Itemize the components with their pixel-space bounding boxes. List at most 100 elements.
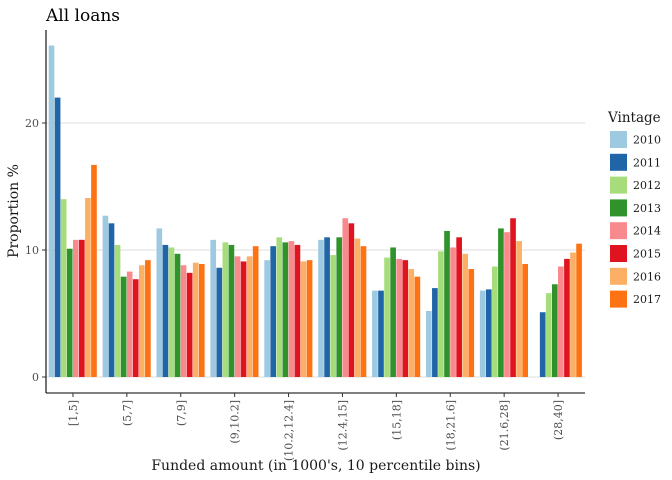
bar-2014-9 bbox=[504, 232, 510, 377]
y-axis-title: Proportion % bbox=[6, 164, 22, 258]
chart-title: All loans bbox=[45, 6, 120, 26]
bar-2012-8 bbox=[438, 251, 444, 377]
y-tick-label: 0 bbox=[32, 371, 39, 384]
bar-2014-1 bbox=[72, 239, 79, 377]
bar-2016-1 bbox=[85, 197, 91, 377]
legend-key-2013 bbox=[610, 199, 627, 217]
x-axis-title: Funded amount (in 1000's, 10 percentile … bbox=[151, 458, 480, 474]
bar-2017-8 bbox=[468, 269, 475, 377]
legend-key-2015 bbox=[610, 245, 627, 262]
bar-2015-10 bbox=[564, 258, 570, 377]
legend: Vintage 2010 2011 2012 2013 2014 2015 2016 2017 bbox=[607, 110, 661, 308]
bar-2010-3 bbox=[156, 228, 163, 377]
bar-2015-1 bbox=[79, 239, 85, 377]
bar-2013-4 bbox=[228, 244, 235, 377]
bar-2012-3 bbox=[168, 247, 175, 377]
bar-2014-2 bbox=[126, 271, 133, 377]
legend-key-2010 bbox=[610, 131, 627, 148]
bar-2015-7 bbox=[402, 260, 409, 377]
bar-2017-2 bbox=[145, 260, 151, 377]
x-tick-label: (9,10.2] bbox=[229, 400, 242, 444]
bar-2010-2 bbox=[102, 215, 109, 377]
y-tick-label: 20 bbox=[25, 117, 39, 130]
bar-2013-3 bbox=[174, 253, 181, 377]
bar-2010-6 bbox=[318, 239, 324, 377]
x-tick-label: (15,18] bbox=[390, 400, 403, 440]
legend-label-2013: 2013 bbox=[633, 202, 661, 215]
bar-2010-8 bbox=[426, 310, 432, 377]
bar-2010-4 bbox=[210, 239, 217, 377]
bar-2011-10 bbox=[539, 312, 546, 377]
bar-2011-8 bbox=[432, 288, 438, 377]
bar-2012-1 bbox=[60, 199, 67, 377]
legend-label-2015: 2015 bbox=[633, 248, 661, 261]
legend-key-2012 bbox=[610, 176, 627, 194]
bar-2015-4 bbox=[240, 261, 247, 377]
bar-2010-5 bbox=[264, 260, 270, 377]
bar-2015-3 bbox=[186, 272, 193, 377]
bar-2012-2 bbox=[114, 244, 121, 377]
legend-label-2014: 2014 bbox=[633, 225, 661, 238]
bar-2010-9 bbox=[479, 290, 486, 377]
bar-2017-10 bbox=[576, 243, 582, 377]
legend-label-2011: 2011 bbox=[633, 156, 661, 169]
bar-2013-7 bbox=[390, 247, 396, 377]
x-tick-label: (12.4,15] bbox=[336, 400, 349, 451]
bar-2014-3 bbox=[180, 265, 187, 377]
legend-key-2016 bbox=[610, 267, 627, 285]
bar-2014-7 bbox=[396, 258, 403, 377]
bar-2014-5 bbox=[288, 241, 295, 377]
bar-2013-2 bbox=[120, 276, 127, 377]
bar-2015-8 bbox=[456, 237, 462, 377]
bar-2011-3 bbox=[162, 244, 169, 377]
bar-2015-5 bbox=[294, 244, 301, 377]
bar-2012-5 bbox=[276, 237, 283, 377]
bar-2011-2 bbox=[108, 223, 115, 377]
bar-2016-3 bbox=[192, 262, 199, 377]
bar-2011-4 bbox=[216, 267, 223, 377]
bars bbox=[48, 45, 582, 377]
bar-2011-7 bbox=[378, 290, 384, 377]
bar-2017-7 bbox=[414, 276, 421, 377]
bar-2015-6 bbox=[348, 223, 355, 377]
bar-2011-9 bbox=[485, 289, 492, 377]
legend-key-2014 bbox=[610, 222, 627, 240]
bar-2011-1 bbox=[54, 97, 61, 377]
x-tick-label: (28,40] bbox=[552, 400, 565, 440]
bar-2016-5 bbox=[300, 261, 307, 377]
bar-2011-6 bbox=[324, 237, 330, 377]
x-axis: [1,5] (5,7] (7,9] (9,10.2] (10.2,12.4] (12.4,… bbox=[46, 392, 585, 461]
bar-2014-10 bbox=[558, 266, 564, 377]
legend-label-2012: 2012 bbox=[633, 179, 661, 192]
bar-2013-5 bbox=[282, 242, 289, 377]
bar-2015-9 bbox=[510, 218, 516, 377]
bar-2014-4 bbox=[234, 256, 241, 377]
bar-2016-2 bbox=[138, 265, 145, 377]
bar-2012-9 bbox=[492, 266, 498, 377]
bar-2016-6 bbox=[354, 238, 361, 377]
x-tick-label: (5,7] bbox=[121, 400, 134, 426]
bar-2016-4 bbox=[246, 256, 253, 377]
bar-2017-5 bbox=[306, 260, 313, 377]
bar-2012-10 bbox=[545, 293, 552, 377]
legend-title: Vintage bbox=[607, 110, 661, 126]
legend-label-2017: 2017 bbox=[633, 293, 661, 306]
bar-2010-1 bbox=[48, 45, 55, 377]
bar-2013-6 bbox=[336, 237, 343, 377]
bar-2016-7 bbox=[408, 269, 415, 377]
bar-2016-8 bbox=[462, 253, 469, 377]
bar-2017-1 bbox=[91, 164, 97, 377]
bar-2014-6 bbox=[342, 218, 349, 377]
bar-2013-8 bbox=[444, 230, 450, 377]
x-tick-label: [1,5] bbox=[67, 400, 80, 426]
bar-2012-4 bbox=[222, 242, 229, 377]
bar-2012-7 bbox=[384, 257, 390, 377]
bar-2015-2 bbox=[132, 279, 139, 377]
bar-2012-6 bbox=[330, 255, 336, 377]
x-tick-label: (7,9] bbox=[175, 400, 188, 426]
y-axis: 0 10 20 bbox=[25, 30, 47, 393]
y-tick-label: 10 bbox=[25, 244, 39, 257]
x-tick-label: (10.2,12.4] bbox=[283, 400, 296, 461]
legend-key-2011 bbox=[610, 153, 627, 171]
